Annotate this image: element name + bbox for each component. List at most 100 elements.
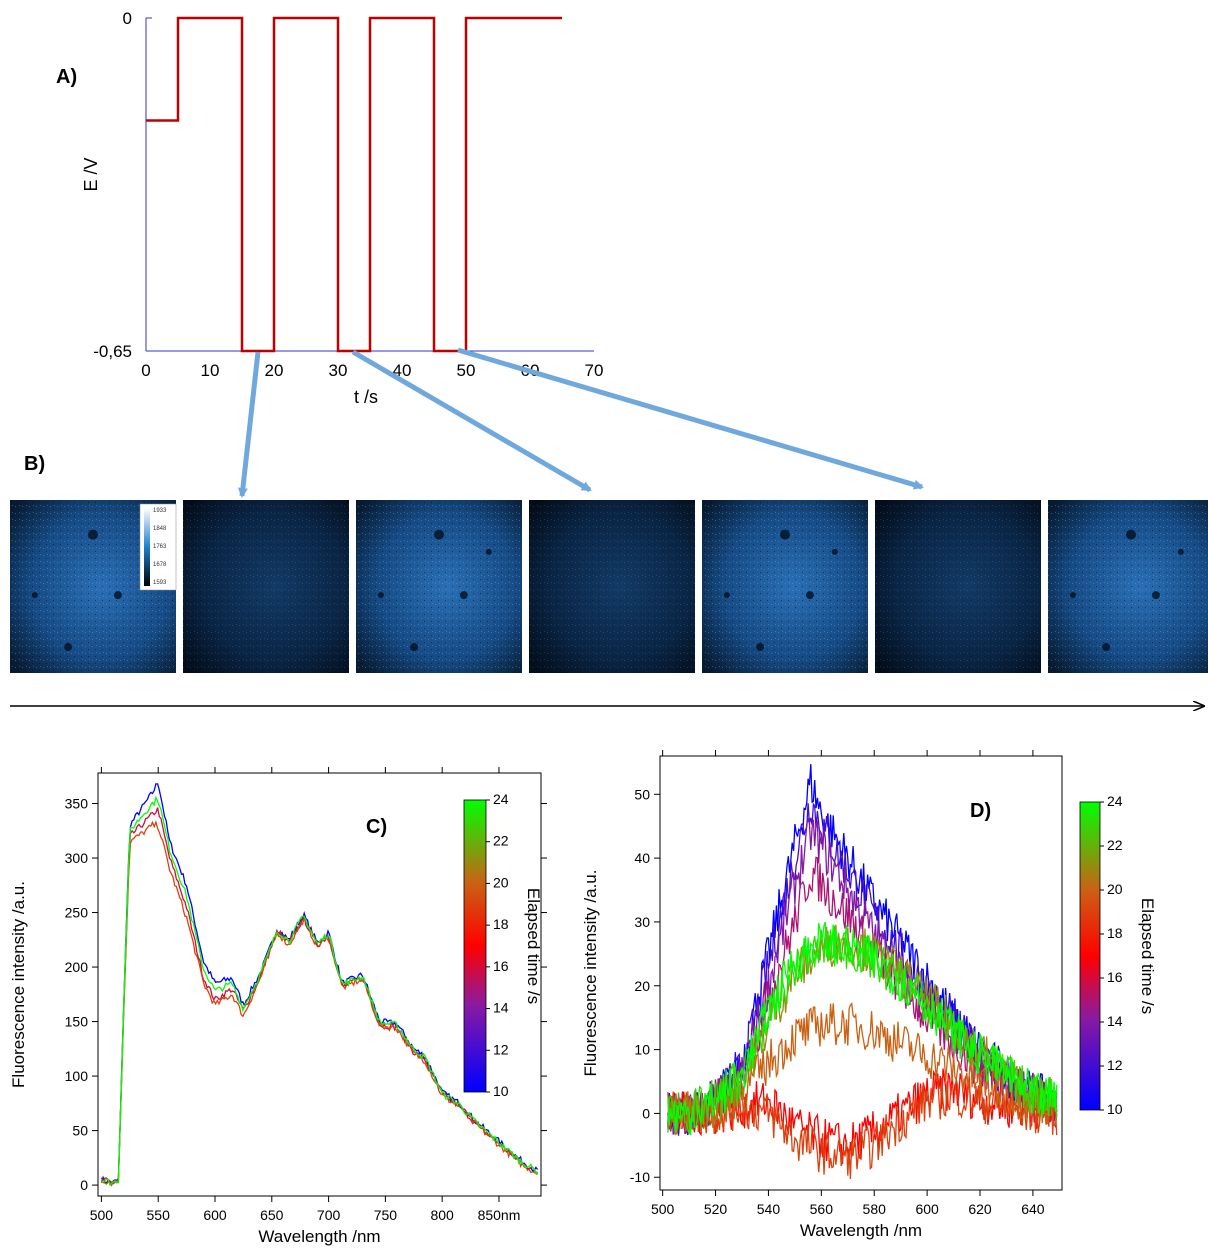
microscopy-frame-4 xyxy=(529,500,695,673)
dark-spot xyxy=(434,529,444,540)
x-tick-label: 540 xyxy=(757,1201,781,1217)
x-tick-label: 0 xyxy=(141,361,150,380)
panel-b-image-strip: 1933 1848 1763 1678 1593 xyxy=(10,500,1208,673)
panel-c-label: C) xyxy=(366,816,387,838)
colorbar xyxy=(1079,801,1101,1111)
x-tick-label: 10 xyxy=(201,361,220,380)
dark-spot xyxy=(410,643,419,652)
colorbar-tick-label: 18 xyxy=(1107,925,1123,941)
y-tick-label: 10 xyxy=(634,1042,650,1058)
y-tick-label: 300 xyxy=(65,850,89,866)
image-colorbar-tick: 1763 xyxy=(153,544,167,550)
dark-spot xyxy=(113,591,122,600)
x-axis-label: Wavelength /nm xyxy=(800,1221,922,1240)
link-arrow-2 xyxy=(351,349,592,493)
x-tick-label: 700 xyxy=(317,1207,341,1223)
colorbar-tick-label: 10 xyxy=(493,1083,509,1099)
x-tick-label: 620 xyxy=(968,1201,992,1217)
frame-noise xyxy=(875,500,1041,673)
x-tick-label: 850nm xyxy=(478,1207,521,1223)
dark-spot xyxy=(459,591,468,600)
y-tick-label: 30 xyxy=(634,914,650,930)
y-tick-label: 150 xyxy=(65,1014,89,1030)
dark-spot xyxy=(485,548,492,555)
dark-spot xyxy=(377,592,384,599)
y-axis-label: Fluorescence intensity /a.u. xyxy=(9,881,28,1088)
dark-spot xyxy=(88,529,98,540)
panel-a-label: A) xyxy=(56,66,77,88)
dark-spot xyxy=(756,643,765,652)
linking-arrows xyxy=(237,347,924,498)
colorbar-tick-label: 18 xyxy=(493,916,509,932)
frame-noise xyxy=(183,500,349,673)
y-tick-label: 250 xyxy=(65,905,89,921)
colorbar-tick-label: 14 xyxy=(1107,1013,1123,1029)
microscopy-frame-2 xyxy=(183,500,349,673)
colorbar-tick-label: 20 xyxy=(493,874,509,890)
y-tick-label: 50 xyxy=(634,786,650,802)
colorbar-tick-label: 14 xyxy=(493,1000,509,1016)
dark-spot xyxy=(1069,592,1076,599)
spectrum-line-t24 xyxy=(667,921,1058,1136)
panel-a-chart: 0-0,65010203040506070t /sE /V xyxy=(81,9,603,407)
colorbar-tick-label: 16 xyxy=(1107,969,1123,985)
dark-spot xyxy=(780,529,790,540)
plot-frame xyxy=(659,755,1063,1191)
microscopy-frame-6 xyxy=(875,500,1041,673)
colorbar-tick-label: 24 xyxy=(1107,793,1123,809)
y-tick-label: 50 xyxy=(72,1123,88,1139)
dark-spot xyxy=(831,548,838,555)
dark-spot xyxy=(723,592,730,599)
y-tick-label: -0,65 xyxy=(93,342,132,361)
y-axis-label: E /V xyxy=(81,157,101,191)
dark-spot xyxy=(64,643,73,652)
colorbar-tick-label: 10 xyxy=(1107,1101,1123,1117)
x-tick-label: 800 xyxy=(430,1207,454,1223)
x-tick-label: 600 xyxy=(915,1201,939,1217)
x-tick-label: 70 xyxy=(585,361,604,380)
x-tick-label: 500 xyxy=(90,1207,114,1223)
dark-spot xyxy=(1177,548,1184,555)
frame-noise xyxy=(1048,500,1208,673)
y-tick-label: 0 xyxy=(80,1177,88,1193)
y-tick-label: 200 xyxy=(65,959,89,975)
frame-noise xyxy=(702,500,868,673)
frame-noise xyxy=(356,500,522,673)
image-colorbar-gradient xyxy=(144,508,150,586)
x-axis-label: Wavelength /nm xyxy=(258,1227,380,1246)
link-arrow-1 xyxy=(237,351,261,498)
panel-d-chart: 500 520 540 560 580 600 620 640 -10 0 10 20 30 40 50 Wa… xyxy=(581,750,1157,1240)
dark-spot xyxy=(1126,529,1136,540)
panel-b-label: B) xyxy=(24,453,45,475)
image-colorbar-tick: 1678 xyxy=(153,562,167,568)
colorbar-tick-label: 22 xyxy=(493,833,509,849)
dark-spot xyxy=(31,592,38,599)
frame-noise xyxy=(529,500,695,673)
microscopy-frame-3 xyxy=(356,500,522,673)
y-tick-label: 100 xyxy=(65,1068,89,1084)
colorbar-tick-label: 24 xyxy=(493,791,509,807)
image-colorbar-tick: 1933 xyxy=(153,508,167,514)
y-tick-label: 0 xyxy=(642,1105,650,1121)
colorbar xyxy=(463,799,487,1093)
dark-spot xyxy=(1151,591,1160,600)
x-tick-label: 520 xyxy=(704,1201,728,1217)
x-tick-label: 30 xyxy=(329,361,348,380)
spectrum-line-t24 xyxy=(100,795,539,1187)
colorbar-tick-label: 12 xyxy=(1107,1057,1123,1073)
spectrum-line-t19 xyxy=(667,1075,1058,1180)
spectrum-line-t23 xyxy=(667,925,1058,1135)
colorbar-tick-label: 16 xyxy=(493,958,509,974)
y-tick-label: 0 xyxy=(123,9,132,28)
x-tick-label: 20 xyxy=(265,361,284,380)
colorbar-tick-label: 20 xyxy=(1107,881,1123,897)
panel-d-label: D) xyxy=(970,800,991,822)
colorbar-label: Elapsed time /s xyxy=(524,888,543,1004)
x-tick-label: 750 xyxy=(374,1207,398,1223)
x-tick-label: 500 xyxy=(651,1201,675,1217)
y-tick-label: 40 xyxy=(634,850,650,866)
x-tick-label: 650 xyxy=(260,1207,284,1223)
y-axis-label: Fluorescence intensity /a.u. xyxy=(581,870,600,1077)
colorbar-label: Elapsed time /s xyxy=(1138,898,1157,1014)
